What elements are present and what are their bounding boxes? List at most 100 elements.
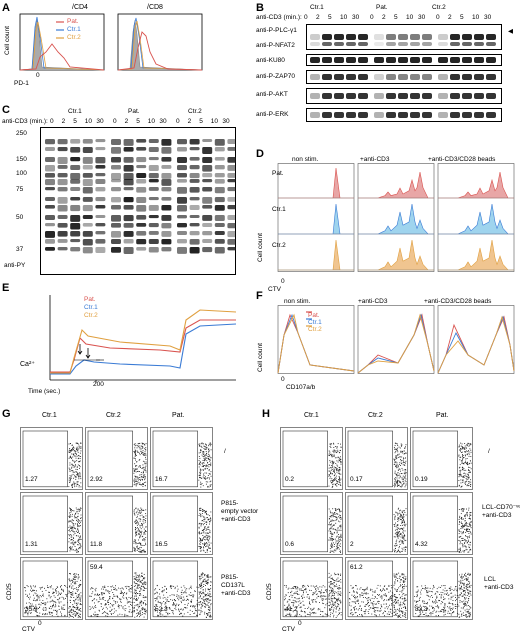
panel-c-band: [227, 173, 236, 178]
g-plot-1-1: 11.8: [85, 492, 148, 555]
panel-b-arrow-icon: ◀: [508, 28, 513, 35]
b-time-0-0: 0: [304, 14, 308, 21]
panel-f-col-nonstim: non stim.: [284, 298, 311, 305]
g-gate-2-0: [22, 560, 68, 618]
panel-c-group-pat: Pat.: [128, 108, 140, 115]
panel-d-col-beads: +anti-CD3/CD28 beads: [428, 156, 496, 163]
panel-e-xlabel: Time (sec.): [28, 388, 61, 395]
panel-c-band: [148, 197, 159, 201]
h-value-0-0: 0.2: [285, 476, 294, 483]
panel-a-pat-cd8: [117, 31, 203, 71]
panel-c-band: [95, 239, 106, 244]
panel-c-band: [95, 139, 106, 143]
h-value-1-1: 2: [350, 541, 354, 548]
panel-c-band: [95, 187, 106, 192]
panel-a-legend-pat: Pat.: [67, 18, 79, 25]
panel-c-band: [82, 239, 93, 246]
panel-c-band: [177, 179, 187, 183]
panel-c-band: [70, 197, 81, 201]
panel-c-band: [136, 157, 147, 163]
g-plot-1-0: 1.31: [20, 492, 83, 555]
panel-c-band: [82, 197, 93, 202]
panel-c-band: [82, 231, 93, 237]
panel-c-band: [177, 173, 187, 178]
g-gate-1-0: [22, 495, 68, 553]
panel-f-xlabel: CD107a/b: [286, 384, 316, 391]
c-time-0-0: 0: [50, 118, 54, 125]
panel-c-band: [70, 187, 81, 191]
panel-c-band: [136, 231, 147, 236]
panel-f-tick0: 0: [281, 376, 285, 383]
panel-c-band: [214, 179, 225, 184]
panel-b-blot-4: [306, 88, 502, 104]
c-time-1-4: 30: [159, 118, 167, 125]
panel-c-band: [123, 247, 134, 254]
panel-b-row-label-4: anti-P-AKT: [256, 91, 288, 98]
panel-letter-f: F: [256, 290, 263, 302]
g-gate-1-2: [152, 495, 198, 553]
panel-b-row-label-2: anti-KU80: [256, 57, 285, 64]
panel-d-histograms: [277, 163, 515, 272]
panel-c-band: [161, 187, 172, 192]
panel-a-legend-ctr2: Ctr.2: [67, 34, 81, 41]
panel-c-band: [161, 165, 172, 169]
h-gate-2-2: [412, 560, 458, 618]
panel-c-band: [123, 197, 134, 203]
b-time-1-0: 0: [370, 14, 374, 21]
panel-c-band: [123, 215, 134, 222]
panel-a-ctr2-cd8: [117, 20, 203, 71]
panel-c-band: [148, 187, 159, 191]
panel-a-histograms: [19, 13, 203, 71]
panel-c-band: [111, 179, 121, 183]
panel-f-legend-ctr2: Ctr.2: [308, 326, 322, 333]
panel-c-band: [136, 179, 147, 184]
panel-c-band: [202, 173, 213, 178]
panel-c-band: [202, 157, 213, 164]
c-time-0-1: 2: [61, 118, 66, 125]
g-gate-0-0: [22, 430, 68, 488]
panel-c-label: anti-PY: [4, 262, 26, 269]
h-gate-0-2: [412, 430, 458, 488]
panel-d-hist-0-0: [278, 167, 354, 199]
panel-letter-h: H: [262, 408, 270, 420]
panel-c-band: [57, 173, 68, 178]
panel-c-band: [82, 139, 93, 144]
h-plot-1-2: 4.32: [410, 492, 473, 555]
g-value-1-0: 1.31: [25, 541, 38, 548]
panel-b-stim-label: anti-CD3 (min.):: [256, 14, 302, 21]
panel-g-row1-label: P815- empty vector +anti-CD3: [221, 500, 259, 523]
panel-c-band: [202, 179, 213, 183]
panel-c-band: [123, 173, 134, 180]
panel-c-band: [45, 231, 55, 238]
panel-e-calcium-plot: [49, 295, 237, 383]
panel-h-xlabel: CTV: [282, 626, 295, 633]
panel-c-band: [45, 173, 55, 178]
panel-c-band: [123, 165, 134, 172]
panel-c-band: [189, 205, 200, 210]
panel-c-band: [161, 157, 172, 162]
h-plot-1-1: 2: [345, 492, 408, 555]
panel-c-band: [202, 197, 213, 204]
panel-b-blots: anti-P-PLC-γ1 anti-P-NFAT2 anti-KU80 anti-P…: [256, 24, 520, 134]
panel-c-markers: 250 150 100 75 50 37: [16, 128, 38, 278]
panel-c-band: [177, 239, 187, 244]
c-time-2-2: 5: [199, 118, 203, 125]
panel-c-band: [214, 247, 225, 254]
c-time-2-3: 10: [210, 118, 219, 125]
panel-c-band: [57, 239, 68, 243]
panel-d-hist-2-0: [438, 171, 514, 199]
panel-h-ylabel: CD25: [266, 583, 273, 600]
panel-h-row1-label: LCL-CD70⁻ᵛᵉ +anti-CD3: [482, 504, 520, 519]
panel-c-band: [161, 197, 172, 201]
panel-c-band: [123, 147, 134, 152]
panel-b-group-pat: Pat.: [376, 4, 388, 11]
h-gate-0-1: [347, 430, 393, 488]
panel-c-band: [136, 215, 147, 220]
g-value-2-0: 35.9: [25, 606, 38, 613]
panel-c-band: [161, 173, 172, 179]
panel-c-band: [95, 205, 106, 209]
h-gate-1-2: [412, 495, 458, 553]
panel-c-band: [148, 165, 159, 171]
panel-c-band: [123, 205, 134, 210]
panel-d-hist-0-1: [278, 203, 354, 235]
